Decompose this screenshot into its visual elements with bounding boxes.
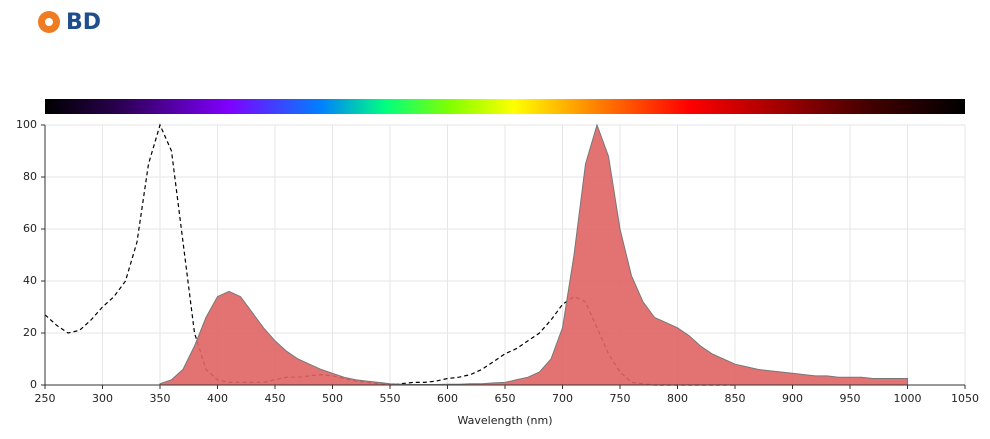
x-tick-label: 450 bbox=[265, 392, 286, 405]
y-tick-label: 20 bbox=[23, 326, 37, 339]
y-tick-label: 80 bbox=[23, 170, 37, 183]
x-tick-label: 900 bbox=[782, 392, 803, 405]
x-tick-label: 600 bbox=[437, 392, 458, 405]
y-tick-label: 100 bbox=[16, 118, 37, 131]
logo-text: BD bbox=[66, 10, 101, 35]
y-tick-label: 60 bbox=[23, 222, 37, 235]
x-tick-label: 650 bbox=[495, 392, 516, 405]
x-tick-label: 1050 bbox=[951, 392, 979, 405]
x-tick-label: 850 bbox=[725, 392, 746, 405]
x-tick-label: 500 bbox=[322, 392, 343, 405]
y-tick-label: 40 bbox=[23, 274, 37, 287]
x-tick-label: 1000 bbox=[894, 392, 922, 405]
x-tick-label: 800 bbox=[667, 392, 688, 405]
x-tick-label: 750 bbox=[610, 392, 631, 405]
x-axis-label: Wavelength (nm) bbox=[457, 414, 552, 427]
emission-area bbox=[159, 123, 908, 386]
y-tick-label: 0 bbox=[30, 378, 37, 391]
x-tick-label: 250 bbox=[35, 392, 56, 405]
spectrum-bar bbox=[45, 99, 965, 114]
x-tick-label: 700 bbox=[552, 392, 573, 405]
x-tick-label: 550 bbox=[380, 392, 401, 405]
x-tick-label: 950 bbox=[840, 392, 861, 405]
logo: BD bbox=[38, 10, 101, 35]
x-tick-label: 300 bbox=[92, 392, 113, 405]
x-tick-label: 350 bbox=[150, 392, 171, 405]
x-tick-label: 400 bbox=[207, 392, 228, 405]
